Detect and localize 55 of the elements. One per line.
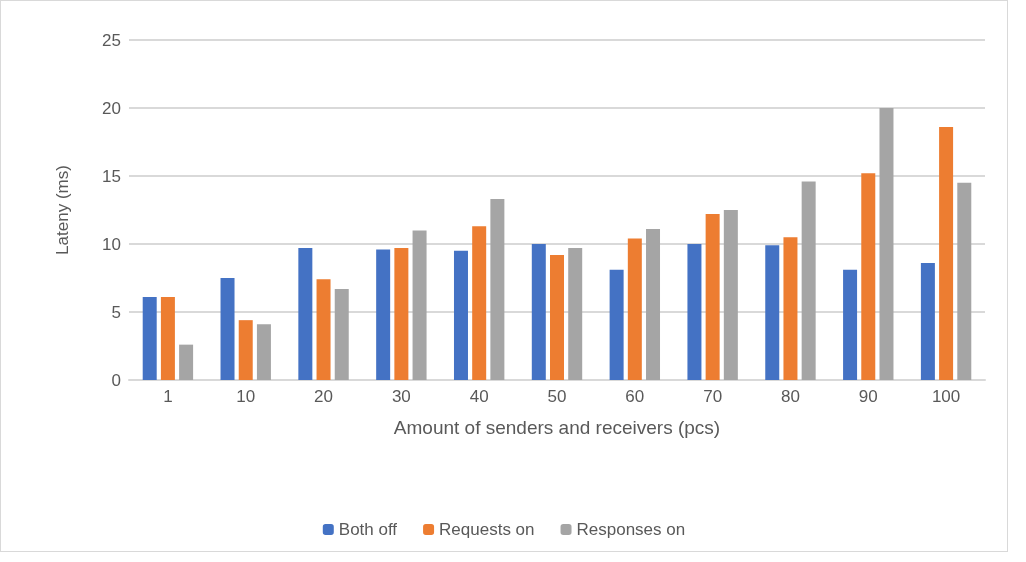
legend-label: Both off [338, 520, 398, 539]
y-tick-label: 15 [102, 166, 121, 186]
y-tick-label: 5 [111, 302, 121, 322]
x-tick-label: 60 [625, 387, 645, 406]
legend-label: Responses on [576, 520, 686, 539]
bar [723, 210, 738, 380]
bar [412, 230, 427, 380]
bar [472, 226, 487, 380]
bar [568, 248, 583, 380]
bar [453, 250, 468, 380]
bar [394, 248, 409, 380]
bar [334, 288, 349, 380]
bar [939, 127, 954, 380]
bar [142, 297, 157, 380]
bar [550, 254, 564, 380]
bar [765, 245, 780, 380]
x-tick-label: 30 [391, 387, 411, 406]
bar [609, 269, 624, 380]
bar [316, 279, 331, 380]
bar [179, 344, 194, 380]
bar [783, 237, 798, 380]
y-tick-label: 10 [102, 234, 121, 254]
x-tick-label: 1 [163, 387, 173, 406]
bar [376, 249, 391, 380]
bar [490, 199, 505, 380]
bar [531, 244, 546, 380]
x-tick-label: 20 [314, 387, 334, 406]
bar [256, 324, 271, 380]
bar [957, 182, 972, 380]
bar [220, 278, 235, 380]
y-tick-label: 25 [102, 30, 121, 50]
x-tick-label: 70 [703, 387, 723, 406]
bar [861, 173, 876, 380]
x-tick-label: 50 [547, 387, 567, 406]
bar [238, 320, 253, 380]
bar [705, 214, 720, 380]
x-tick-label: 80 [780, 387, 800, 406]
bar [801, 181, 816, 380]
y-axis-title: Lateny (ms) [53, 165, 72, 255]
x-tick-label: 90 [858, 387, 878, 406]
bar [879, 108, 894, 380]
bar [687, 244, 702, 380]
legend-label: Requests on [439, 520, 535, 539]
bar [920, 263, 935, 380]
bar [627, 238, 642, 380]
y-tick-label: 20 [102, 98, 121, 118]
x-axis-title: Amount of senders and receivers (pcs) [393, 417, 721, 438]
bar [298, 248, 313, 380]
y-tick-label: 0 [111, 370, 121, 390]
bar [843, 269, 858, 380]
x-tick-label: 100 [931, 387, 961, 406]
x-tick-label: 10 [236, 387, 256, 406]
bar [646, 229, 661, 380]
x-tick-label: 40 [469, 387, 489, 406]
bar [160, 297, 175, 380]
